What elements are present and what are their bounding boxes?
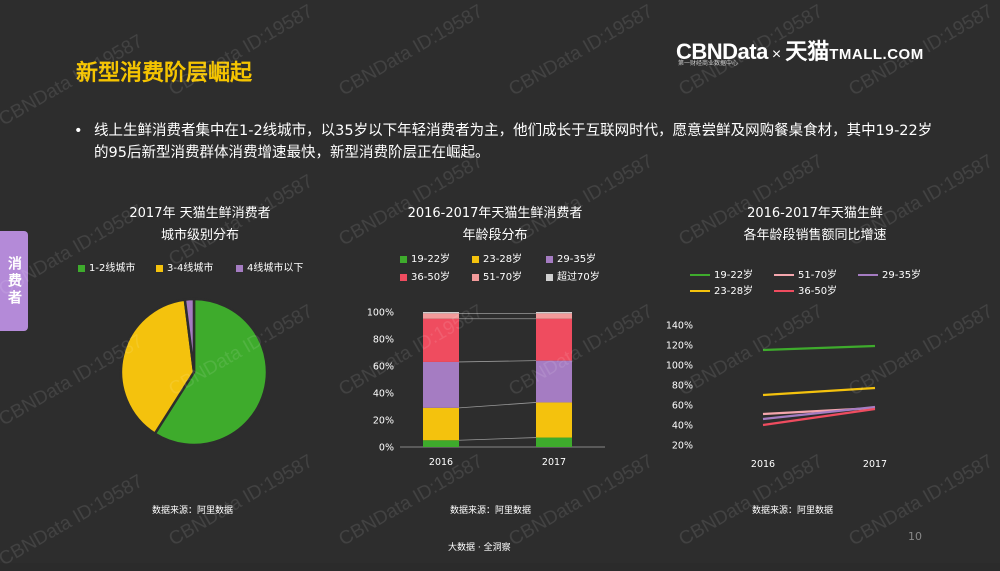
summary-bullet: • 线上生鲜消费者集中在1-2线城市，以35岁以下年轻消费者为主，他们成长于互联… [74,120,936,164]
y-tick-label: 20% [373,416,394,427]
y-tick-label: 120% [666,341,693,352]
bar-chart-title: 2016-2017年天猫生鲜消费者 年龄段分布 [370,203,620,247]
y-tick-label: 60% [373,362,394,373]
series-line [762,405,876,421]
pie-slice [119,298,196,436]
bar-segment [423,440,459,447]
bar-legend-item: 超过70岁 [546,268,600,283]
slide-title: 新型消费阶层崛起 [76,61,253,86]
logo-tianmao: 天猫 [785,39,830,64]
series-connector [458,402,537,409]
pie-legend: 1-2线城市 3-4线城市 4线城市以下 [78,259,328,274]
bar-segment [536,360,572,403]
side-tab-consumer[interactable]: 消费者 [0,231,28,331]
stacked-bar-chart: 100% 80% 60% 40% 20% 0% 2016 2017 [367,308,605,468]
bar-segment [423,313,459,319]
x-tick-label: 2016 [429,457,453,468]
brand-logo: CBNData × 天猫TMALL.COM 第一财经商业数据中心 [676,34,924,67]
line-title-line1: 2016-2017年天猫生鲜 [747,206,883,221]
y-tick-label: 100% [367,308,394,319]
y-tick-label: 40% [373,389,394,400]
y-tick-label: 60% [672,401,693,412]
bar-segment [423,312,459,314]
watermark-text: CBNData ID:19587 [335,0,487,101]
line-title-line2: 各年龄段销售额同比增速 [743,228,887,243]
logo-subtitle: 第一财经商业数据中心 [678,61,739,67]
bar-segment [423,361,459,408]
y-tick-label: 40% [672,421,693,432]
line-chart-title: 2016-2017年天猫生鲜 各年龄段销售额同比增速 [700,203,930,247]
bar-segment [536,318,572,361]
pie-legend-item: 4线城市以下 [236,259,303,274]
series-connector [458,360,537,363]
bar-title-line2: 年龄段分布 [462,228,528,243]
pie-slice [183,297,196,373]
bar-legend: 19-22岁 23-28岁 29-35岁 36-50岁 51-70岁 超过70岁 [400,250,630,284]
pie-chart [119,297,269,447]
y-tick-label: 80% [672,381,693,392]
watermark-text: CBNData ID:19587 [0,470,147,571]
bar-title-line1: 2016-2017年天猫生鲜消费者 [407,206,583,221]
pie-legend-item: 1-2线城市 [78,259,135,274]
footer-tagline: 大数据 · 全洞察 [448,543,511,553]
bullet-text: 线上生鲜消费者集中在1-2线城市，以35岁以下年轻消费者为主，他们成长于互联网时… [94,123,933,161]
bar-legend-item: 23-28岁 [472,250,522,265]
series-line [762,407,876,427]
bar-source: 数据来源：阿里数据 [450,506,532,516]
bar-segment [536,402,572,438]
pie-title-line2: 城市级别分布 [160,228,239,243]
x-tick-label: 2017 [863,459,887,470]
series-connector [458,437,537,441]
page-number: 10 [908,530,922,543]
y-tick-label: 80% [373,335,394,346]
bar-segment [536,437,572,447]
x-tick-label: 2017 [542,457,566,468]
logo-tmall: TMALL.COM [829,46,924,63]
line-legend-item: 51-70岁 [774,266,837,281]
series-line [762,344,876,352]
pie-source: 数据来源：阿里数据 [152,506,234,516]
y-tick-label: 0% [379,443,394,454]
watermark-text: CBNData ID:19587 [505,0,657,101]
bar-segment [536,313,572,319]
line-chart: 140% 120% 100% 80% 60% 40% 20% 2016 2017 [666,321,887,471]
y-tick-label: 140% [666,321,693,332]
line-legend-item: 29-35岁 [858,266,921,281]
bar-legend-item: 51-70岁 [472,268,522,283]
pie-chart-title: 2017年 天猫生鲜消费者 城市级别分布 [80,203,320,247]
watermark-text: CBNData ID:19587 [165,450,317,551]
series-line [762,386,876,397]
bar-legend-item: 36-50岁 [400,268,450,283]
bar-legend-item: 29-35岁 [546,250,596,265]
line-legend-item: 36-50岁 [774,282,837,297]
bar-legend-item: 19-22岁 [400,250,450,265]
y-tick-label: 20% [672,441,693,452]
y-tick-label: 100% [666,361,693,372]
bar-segment [536,312,572,314]
pie-title-line1: 2017年 天猫生鲜消费者 [129,206,271,221]
bar-segment [423,407,459,441]
line-source: 数据来源：阿里数据 [752,506,834,516]
line-legend-item: 19-22岁 [690,266,753,281]
logo-times: × [771,46,782,63]
line-legend: 19-22岁 51-70岁 29-35岁 23-28岁 36-50岁 [690,266,990,300]
line-legend-item: 23-28岁 [690,282,753,297]
bullet-dot: • [74,123,83,139]
bar-segment [423,318,459,362]
x-tick-label: 2016 [751,459,775,470]
pie-slice [153,297,269,447]
logo-cbndata: CBNData [676,39,768,64]
pie-legend-item: 3-4线城市 [156,259,213,274]
